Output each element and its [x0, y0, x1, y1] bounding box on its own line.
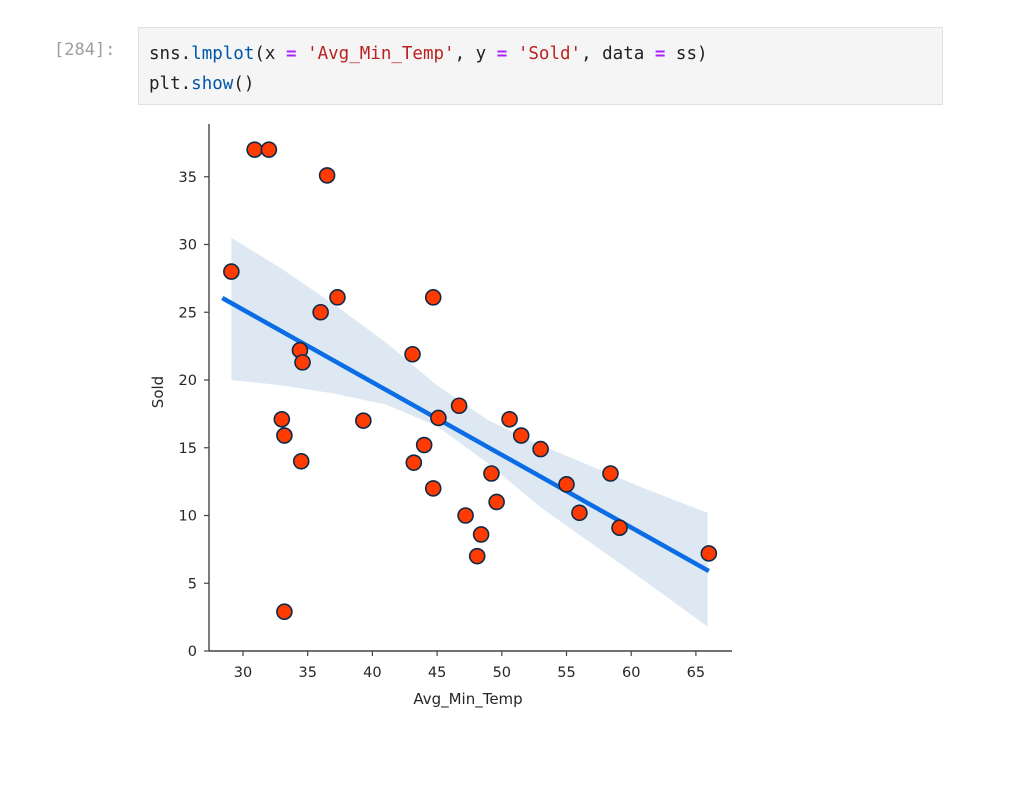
code-text: sns.lmplot(x = 'Avg_Min_Temp', y = 'Sold… [149, 39, 708, 99]
cell-prompt: [284]: [54, 40, 116, 60]
y-tick-label: 15 [179, 441, 197, 457]
x-tick-label: 35 [298, 665, 316, 681]
x-tick-label: 45 [428, 665, 446, 681]
y-axis-label: Sold [149, 376, 167, 408]
data-point [483, 465, 500, 482]
data-point [430, 409, 447, 427]
data-point [501, 410, 518, 428]
code-token: = [654, 44, 666, 64]
data-point [276, 603, 293, 621]
scatter-points [223, 141, 718, 621]
y-tick-label: 35 [179, 170, 197, 186]
data-point [246, 141, 263, 158]
data-point [700, 545, 718, 562]
code-token: , data [581, 44, 655, 64]
x-tick-label: 60 [622, 665, 640, 681]
data-point [571, 504, 588, 522]
x-axis-label: Avg_Min_Temp [413, 690, 522, 709]
data-point [488, 493, 505, 511]
y-tick-label: 10 [179, 509, 197, 525]
code-token: plt. [149, 74, 192, 94]
data-point [415, 436, 433, 454]
data-point [468, 547, 486, 565]
y-tick-label: 30 [179, 238, 197, 254]
code-token: (x [254, 44, 286, 64]
data-point [292, 452, 310, 470]
data-point [405, 454, 423, 471]
data-point [558, 476, 575, 493]
data-point [294, 354, 311, 371]
data-point [611, 519, 628, 536]
data-point [318, 167, 336, 184]
data-point [329, 289, 346, 306]
code-token: 'Sold' [517, 44, 582, 64]
x-tick-label: 40 [363, 665, 381, 681]
data-point [404, 345, 421, 363]
x-tick-label: 50 [493, 665, 511, 681]
data-point [532, 440, 549, 458]
ci-band-area [231, 237, 708, 627]
code-token: () [233, 74, 255, 94]
data-point [355, 412, 372, 429]
data-point [273, 410, 291, 428]
code-token: = [285, 44, 297, 64]
confidence-band [231, 237, 708, 627]
data-point [512, 427, 530, 444]
data-point [450, 397, 468, 415]
data-point [260, 141, 278, 158]
code-token: , y [454, 44, 497, 64]
y-tick-label: 0 [188, 644, 197, 660]
code-token: lmplot [191, 44, 255, 64]
x-tick-label: 65 [687, 665, 705, 681]
y-tick-label: 25 [179, 305, 197, 321]
regression-line [221, 296, 710, 574]
data-point [223, 263, 240, 280]
data-point [276, 427, 293, 444]
axes: 30 35 40 45 50 55 60 65 0 5 10 15 20 25 30 35 [179, 124, 732, 681]
data-point [312, 303, 329, 321]
data-point [424, 480, 442, 497]
y-tick-label: 5 [188, 576, 197, 592]
x-tick-label: 55 [557, 665, 575, 681]
y-tick-label: 20 [179, 373, 197, 389]
x-tick-label: 30 [234, 665, 252, 681]
data-point [602, 465, 619, 482]
data-point [424, 289, 442, 306]
fit-line [221, 296, 710, 574]
code-cell[interactable]: sns.lmplot(x = 'Avg_Min_Temp', y = 'Sold… [138, 27, 943, 105]
code-token: = [496, 44, 508, 64]
code-token: ss) [665, 44, 708, 64]
data-point [472, 526, 490, 543]
code-token: sns. [149, 44, 192, 64]
code-token: show [191, 74, 234, 94]
data-point [457, 507, 474, 524]
code-token: 'Avg_Min_Temp' [307, 44, 455, 64]
